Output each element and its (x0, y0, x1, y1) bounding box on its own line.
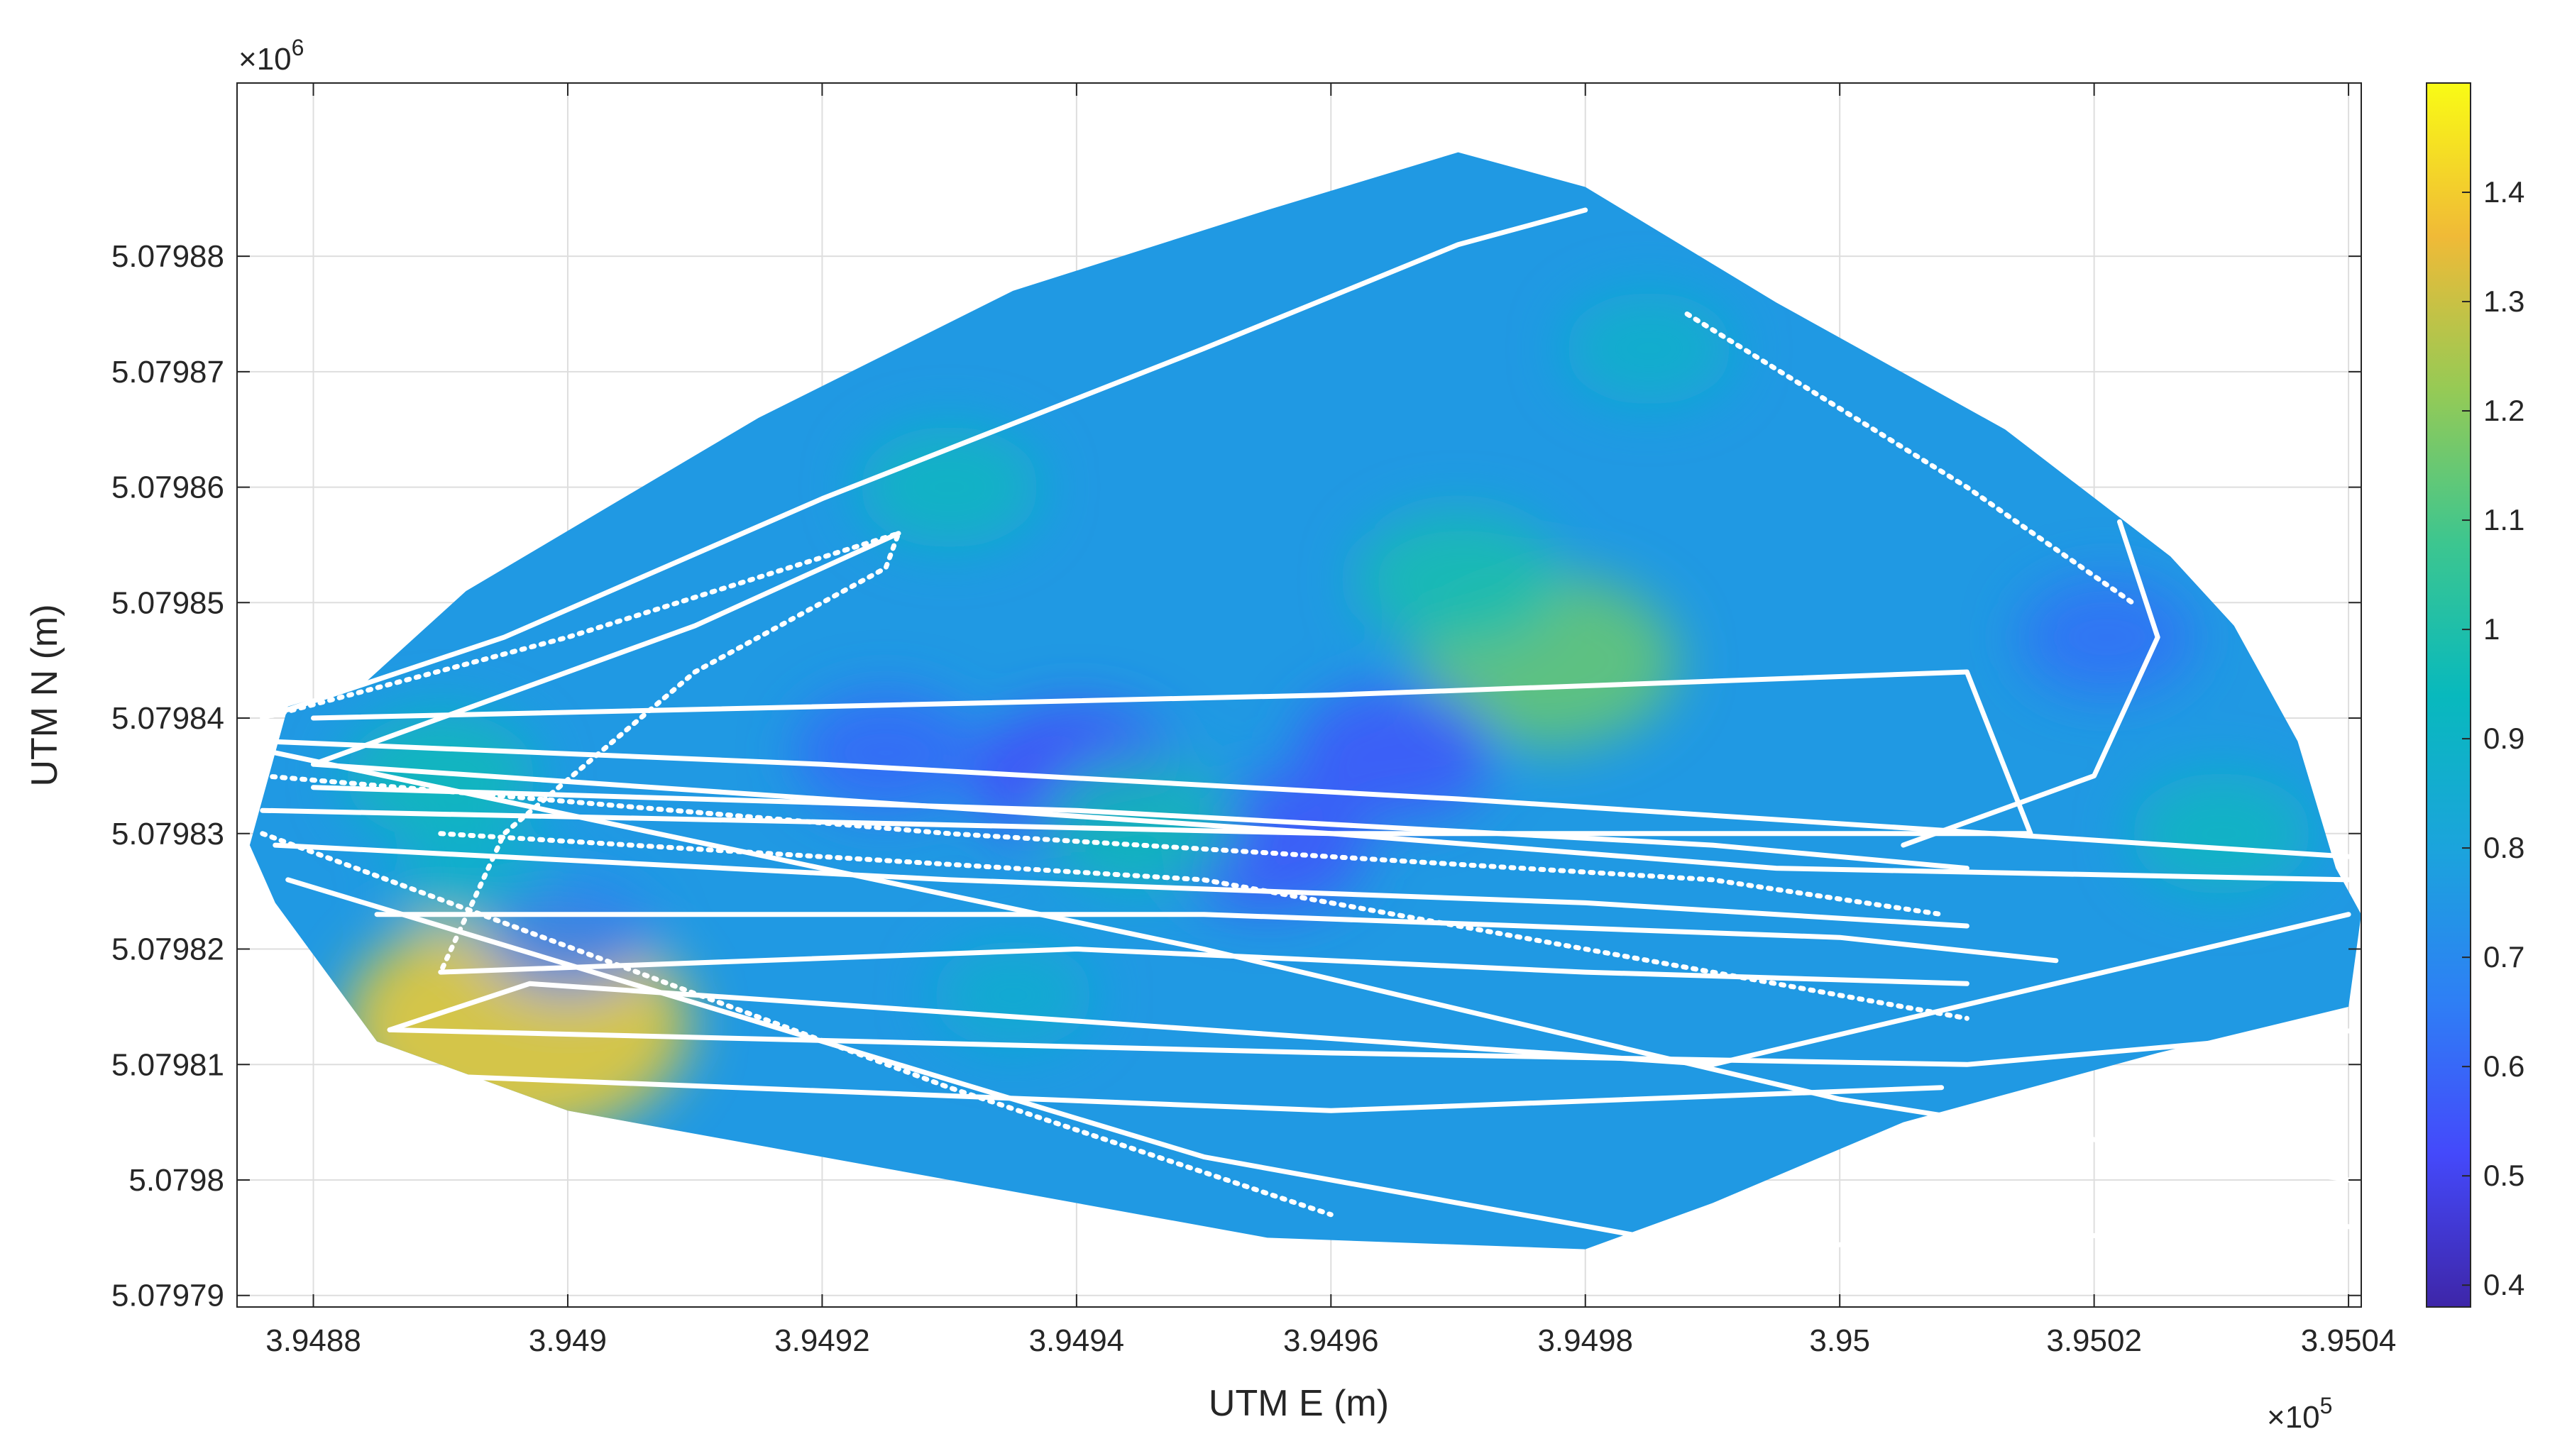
survey-track (285, 877, 2361, 1252)
y-tick-label: 5.07987 (111, 355, 224, 390)
colorbar-tick-label: 0.8 (2483, 831, 2524, 864)
y-tick-label: 5.07988 (111, 239, 224, 274)
x-tick-label: 3.949 (529, 1323, 607, 1358)
y-tick-label: 5.07986 (111, 470, 224, 505)
survey-track (1684, 311, 2135, 605)
colorbar-tick-label: 1.1 (2483, 503, 2524, 536)
field-anomaly (2018, 578, 2195, 696)
field-anomaly (1295, 686, 1495, 820)
x-tick-label: 3.9488 (265, 1323, 361, 1358)
y-tick-label: 5.0798 (128, 1163, 224, 1198)
x-exponent-power: 5 (2320, 1393, 2333, 1418)
survey-track (438, 947, 1969, 986)
x-tick-label: 3.9504 (2301, 1323, 2397, 1358)
field-anomaly (2130, 773, 2313, 895)
y-axis-label: UTM N (m) (24, 604, 65, 786)
survey-track (260, 773, 1945, 917)
y-tick-label: 5.07984 (111, 701, 224, 736)
colorbar-tick-label: 1.3 (2483, 285, 2524, 318)
colorbar-tick-label: 1.4 (2483, 175, 2524, 209)
survey-track (387, 912, 2351, 1067)
colorbar-ticks: 0.4 0.5 0.6 0.7 0.8 0.9 1 1.1 1.2 1.3 1.4 (2462, 175, 2524, 1301)
x-tick-label: 3.9502 (2046, 1323, 2142, 1358)
survey-track (311, 531, 901, 767)
field-anomaly (932, 941, 1094, 1049)
survey-track (438, 1074, 1945, 1113)
colorbar-tick-label: 1.2 (2483, 394, 2524, 427)
y-axis-ticks: 5.07979 5.0798 5.07981 5.07982 5.07983 5.0798… (111, 239, 2361, 1313)
survey-track (260, 207, 1588, 721)
field-anomaly (485, 882, 651, 993)
survey-track (311, 669, 2033, 837)
y-tick-label: 5.07983 (111, 817, 224, 851)
survey-track (260, 739, 2351, 859)
x-tick-label: 3.9494 (1029, 1323, 1125, 1358)
x-exponent-label: ×105 (2267, 1393, 2332, 1435)
y-exponent-base: ×10 (238, 42, 292, 77)
colorbar-tick-label: 0.7 (2483, 940, 2524, 974)
colorbar-tick-label: 0.6 (2483, 1049, 2524, 1083)
x-tick-label: 3.9496 (1283, 1323, 1379, 1358)
y-tick-label: 5.07979 (111, 1279, 224, 1313)
colorbar (2426, 82, 2471, 1308)
x-axis-ticks: 3.9488 3.949 3.9492 3.9494 3.9496 3.9498 3.95 3… (265, 83, 2396, 1358)
x-tick-label: 3.9492 (774, 1323, 870, 1358)
colorbar-tick-label: 1 (2483, 612, 2500, 646)
y-tick-label: 5.07985 (111, 585, 224, 620)
field-anomaly (858, 426, 1041, 548)
field-anomaly (1564, 292, 1734, 405)
y-tick-label: 5.07982 (111, 932, 224, 967)
survey-track (260, 807, 2351, 883)
field-anomaly (1356, 512, 1560, 647)
survey-track (374, 912, 2059, 964)
x-axis-label: UTM E (m) (1209, 1383, 1389, 1424)
y-exponent-power: 6 (292, 35, 304, 60)
x-tick-label: 3.95 (1809, 1323, 1870, 1358)
survey-tracks (260, 207, 2361, 1252)
colorbar-tick-label: 0.5 (2483, 1159, 2524, 1192)
colorbar-tick-label: 0.4 (2483, 1268, 2524, 1301)
y-exponent-label: ×106 (238, 35, 304, 77)
x-exponent-base: ×10 (2267, 1400, 2320, 1435)
colorbar-tick-label: 0.9 (2483, 722, 2524, 755)
axes-box (236, 82, 2362, 1308)
field-anomaly (344, 712, 537, 840)
field-anomaly (794, 692, 977, 814)
y-tick-label: 5.07981 (111, 1047, 224, 1082)
survey-track (260, 531, 901, 975)
x-tick-label: 3.9498 (1537, 1323, 1633, 1358)
survey-track (1901, 519, 2160, 848)
survey-track (311, 785, 1969, 871)
